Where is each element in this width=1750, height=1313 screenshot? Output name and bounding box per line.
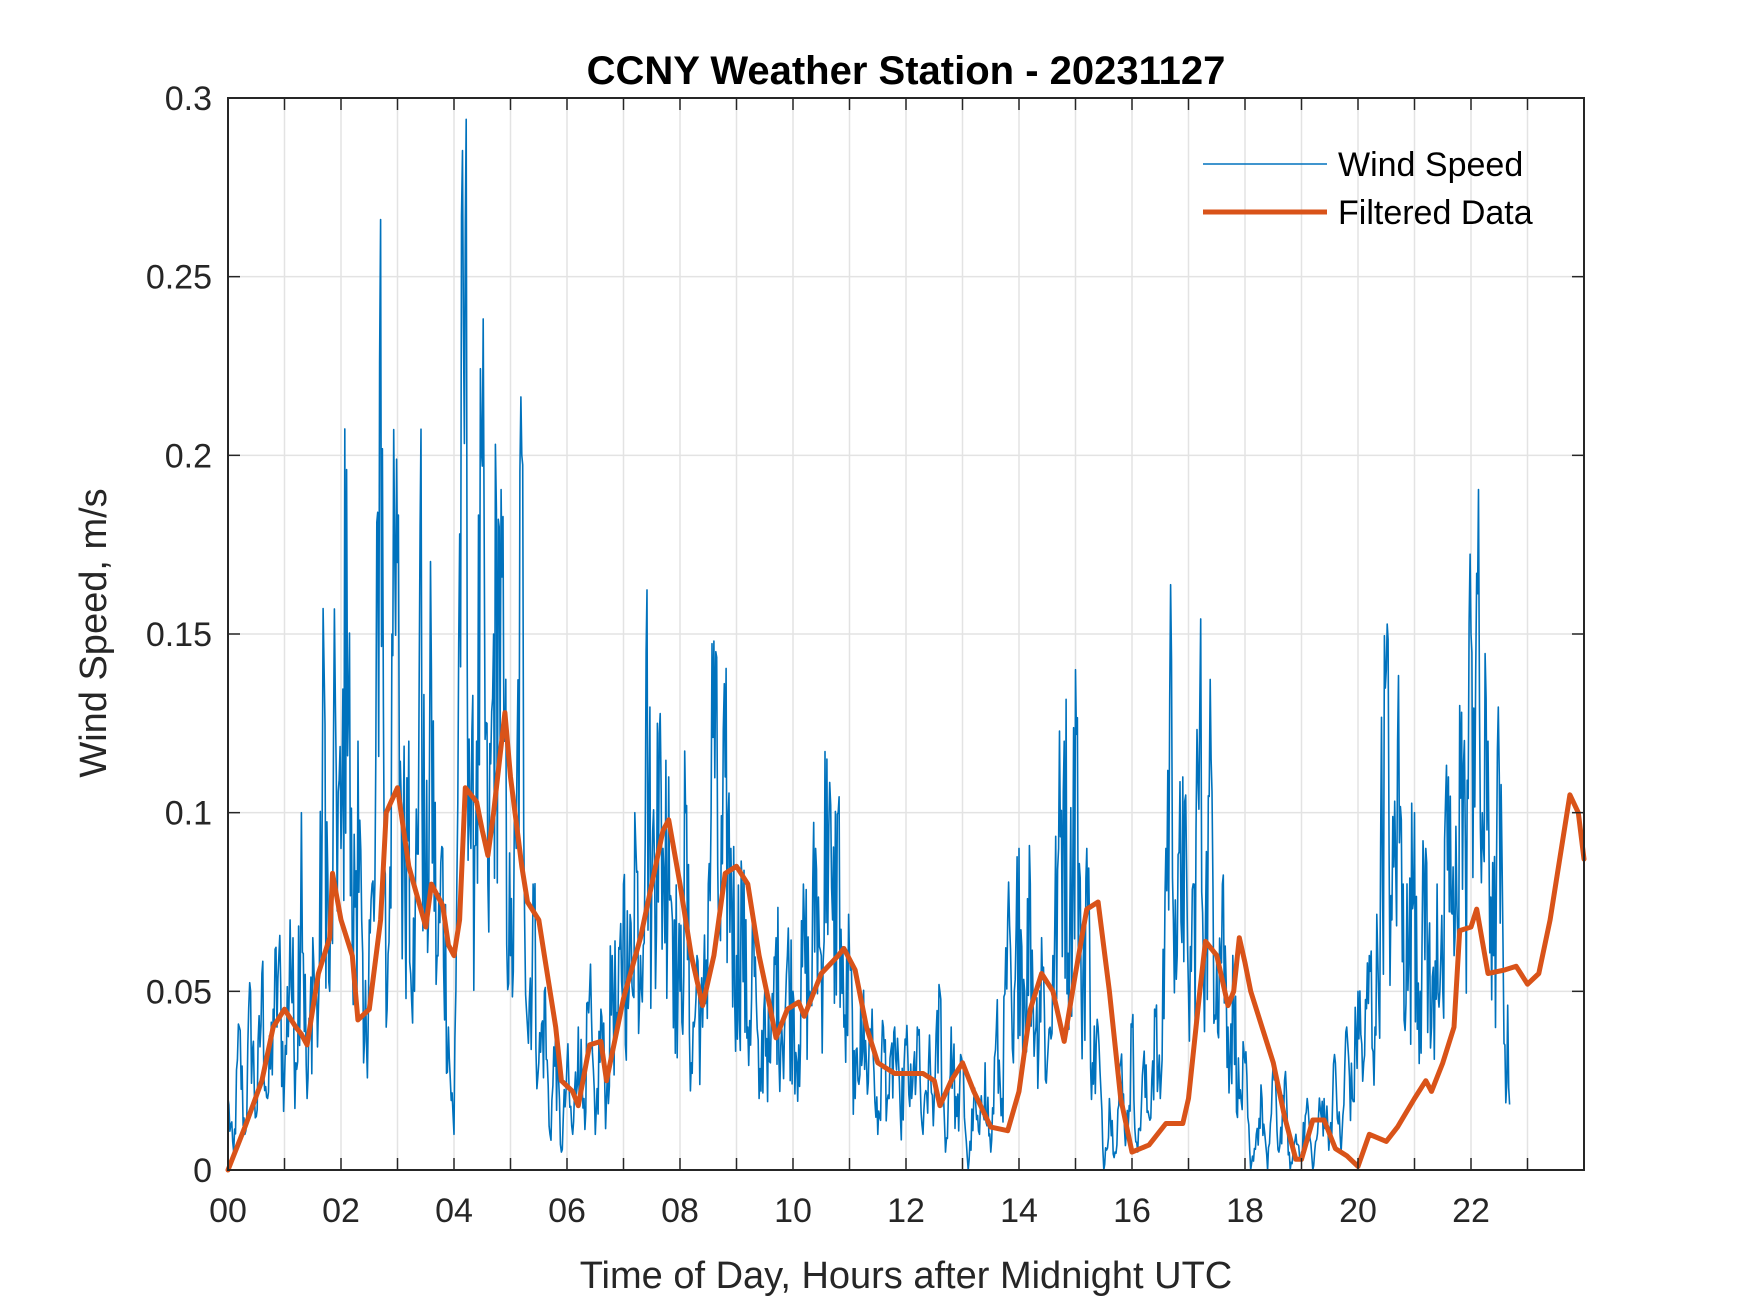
x-tick-label: 04 — [435, 1192, 473, 1230]
x-tick-label: 08 — [661, 1192, 699, 1230]
x-tick-label: 16 — [1113, 1192, 1151, 1230]
y-tick-label: 0.05 — [146, 973, 212, 1011]
chart-title: CCNY Weather Station - 20231127 — [587, 49, 1226, 93]
legend-wind-speed-label: Wind Speed — [1338, 146, 1523, 184]
x-tick-label: 10 — [774, 1192, 812, 1230]
ticks: 0 0.05 0.1 0.15 0.2 0.25 0.3 00 02 04 06 08 10 12 14 16… — [146, 80, 1584, 1230]
x-axis-label: Time of Day, Hours after Midnight UTC — [580, 1255, 1233, 1297]
legend: Wind Speed Filtered Data — [1203, 146, 1533, 232]
y-tick-label: 0 — [193, 1152, 212, 1190]
x-tick-label: 00 — [209, 1192, 247, 1230]
y-tick-label: 0.2 — [165, 437, 212, 475]
x-tick-label: 12 — [887, 1192, 925, 1230]
x-tick-label: 02 — [322, 1192, 360, 1230]
wind-speed-line — [227, 118, 1511, 1171]
y-tick-label: 0.1 — [165, 795, 212, 833]
legend-filtered-data-label: Filtered Data — [1338, 194, 1533, 232]
y-axis-label: Wind Speed, m/s — [73, 488, 115, 777]
x-tick-label: 14 — [1000, 1192, 1038, 1230]
x-tick-label: 06 — [548, 1192, 586, 1230]
x-tick-label: 18 — [1226, 1192, 1264, 1230]
y-tick-label: 0.25 — [146, 259, 212, 297]
plot-area — [225, 118, 1587, 1173]
y-tick-label: 0.15 — [146, 616, 212, 654]
x-tick-label: 20 — [1339, 1192, 1377, 1230]
y-tick-label: 0.3 — [165, 80, 212, 118]
x-tick-label: 22 — [1452, 1192, 1490, 1230]
